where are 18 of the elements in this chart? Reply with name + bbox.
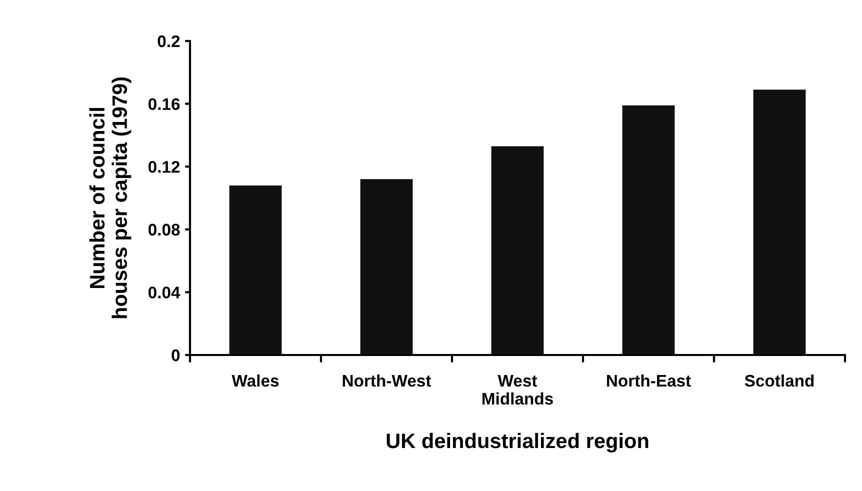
x-tick-label: Wales [232, 374, 279, 387]
bar [753, 90, 806, 355]
y-tick-label: 0 [172, 349, 180, 362]
y-tick-label: 0.12 [148, 161, 180, 173]
bar [622, 105, 675, 355]
x-tick-label: North-East [607, 374, 691, 387]
x-tick-label: North-West [342, 374, 432, 387]
bar [229, 185, 282, 355]
bar [360, 179, 413, 355]
y-tick-label: 0.08 [148, 224, 180, 236]
x-axis-title: UK deindustrialized region [386, 432, 648, 452]
y-tick-label: 0.16 [148, 98, 180, 110]
x-tick-label: West Midlands [482, 375, 553, 405]
y-tick-label: 0.2 [158, 35, 180, 48]
x-tick-label: Scotland [744, 374, 814, 387]
y-axis-title: Number of council houses per capita (1979) [89, 77, 132, 318]
bar [491, 146, 544, 355]
y-tick-label: 0.04 [148, 286, 180, 298]
